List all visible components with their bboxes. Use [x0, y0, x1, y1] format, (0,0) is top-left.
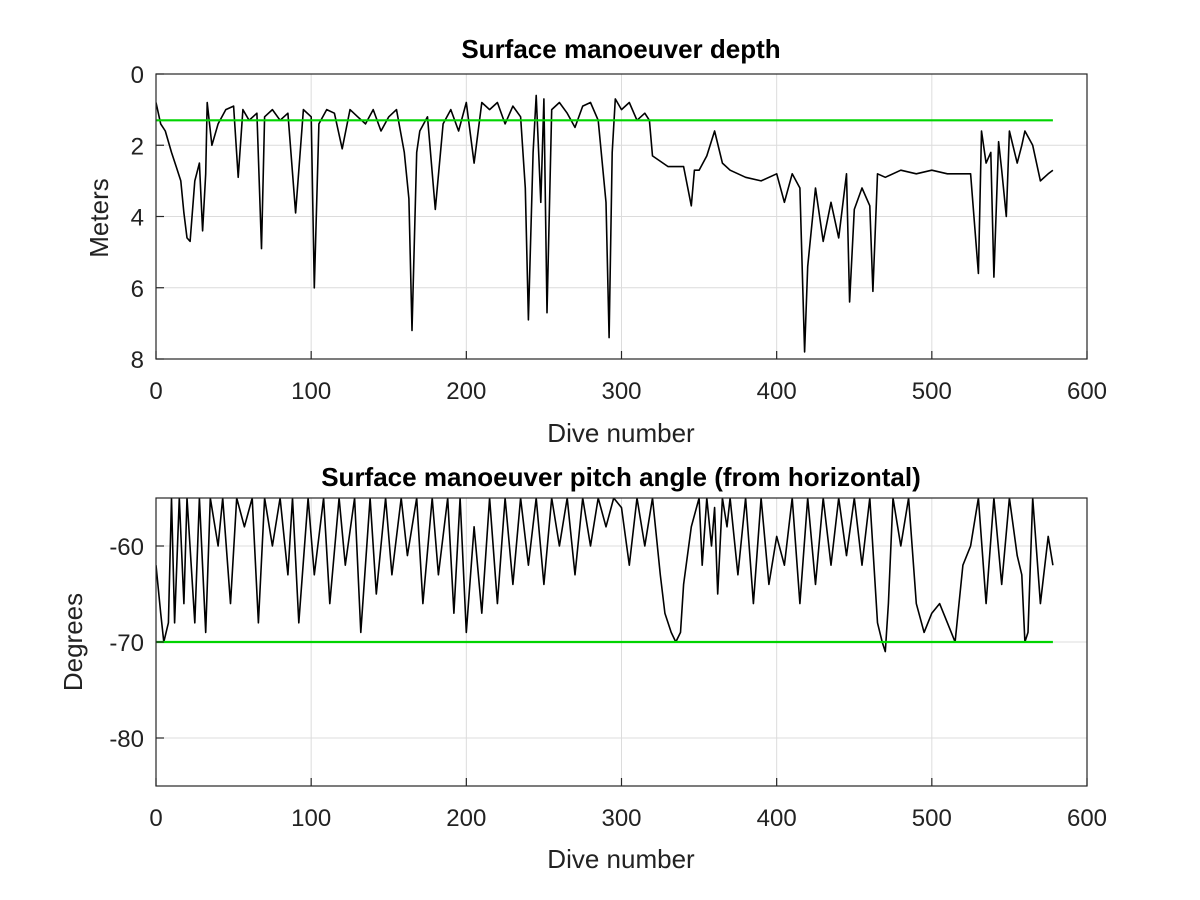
pitch-xtick-label: 200 [446, 805, 486, 832]
pitch-ytick-label: -70 [109, 630, 144, 657]
depth-xtick-label: 100 [291, 378, 331, 405]
pitch-ytick-label: -60 [109, 534, 144, 561]
depth-xtick-label: 300 [601, 378, 641, 405]
depth-xtick-label: 600 [1067, 378, 1107, 405]
depth-xtick-label: 400 [757, 378, 797, 405]
depth-ytick-label: 0 [131, 62, 144, 89]
depth-ytick-label: 6 [131, 276, 144, 303]
depth-data-line [156, 94, 1054, 353]
depth-chart: Surface manoeuver depth Dive number Mete… [84, 34, 1107, 448]
pitch-chart-ylabel: Degrees [58, 593, 88, 691]
depth-ytick-label: 8 [131, 347, 144, 374]
depth-xtick-label: 500 [912, 378, 952, 405]
pitch-ytick-label: -80 [109, 726, 144, 753]
depth-xtick-label: 0 [149, 378, 162, 405]
pitch-xtick-label: 400 [757, 805, 797, 832]
depth-chart-title: Surface manoeuver depth [461, 34, 780, 64]
pitch-data-line [156, 498, 1054, 653]
pitch-xtick-label: 500 [912, 805, 952, 832]
depth-ytick-label: 4 [131, 205, 144, 232]
depth-chart-ylabel: Meters [84, 178, 114, 257]
pitch-chart-title: Surface manoeuver pitch angle (from hori… [321, 462, 921, 492]
pitch-xtick-label: 0 [149, 805, 162, 832]
pitch-xtick-label: 100 [291, 805, 331, 832]
depth-ytick-label: 2 [131, 133, 144, 160]
depth-chart-xlabel: Dive number [547, 418, 695, 448]
depth-xtick-label: 200 [446, 378, 486, 405]
pitch-chart: Surface manoeuver pitch angle (from hori… [58, 462, 1107, 874]
pitch-xtick-label: 300 [601, 805, 641, 832]
pitch-chart-xlabel: Dive number [547, 844, 695, 874]
pitch-xtick-label: 600 [1067, 805, 1107, 832]
